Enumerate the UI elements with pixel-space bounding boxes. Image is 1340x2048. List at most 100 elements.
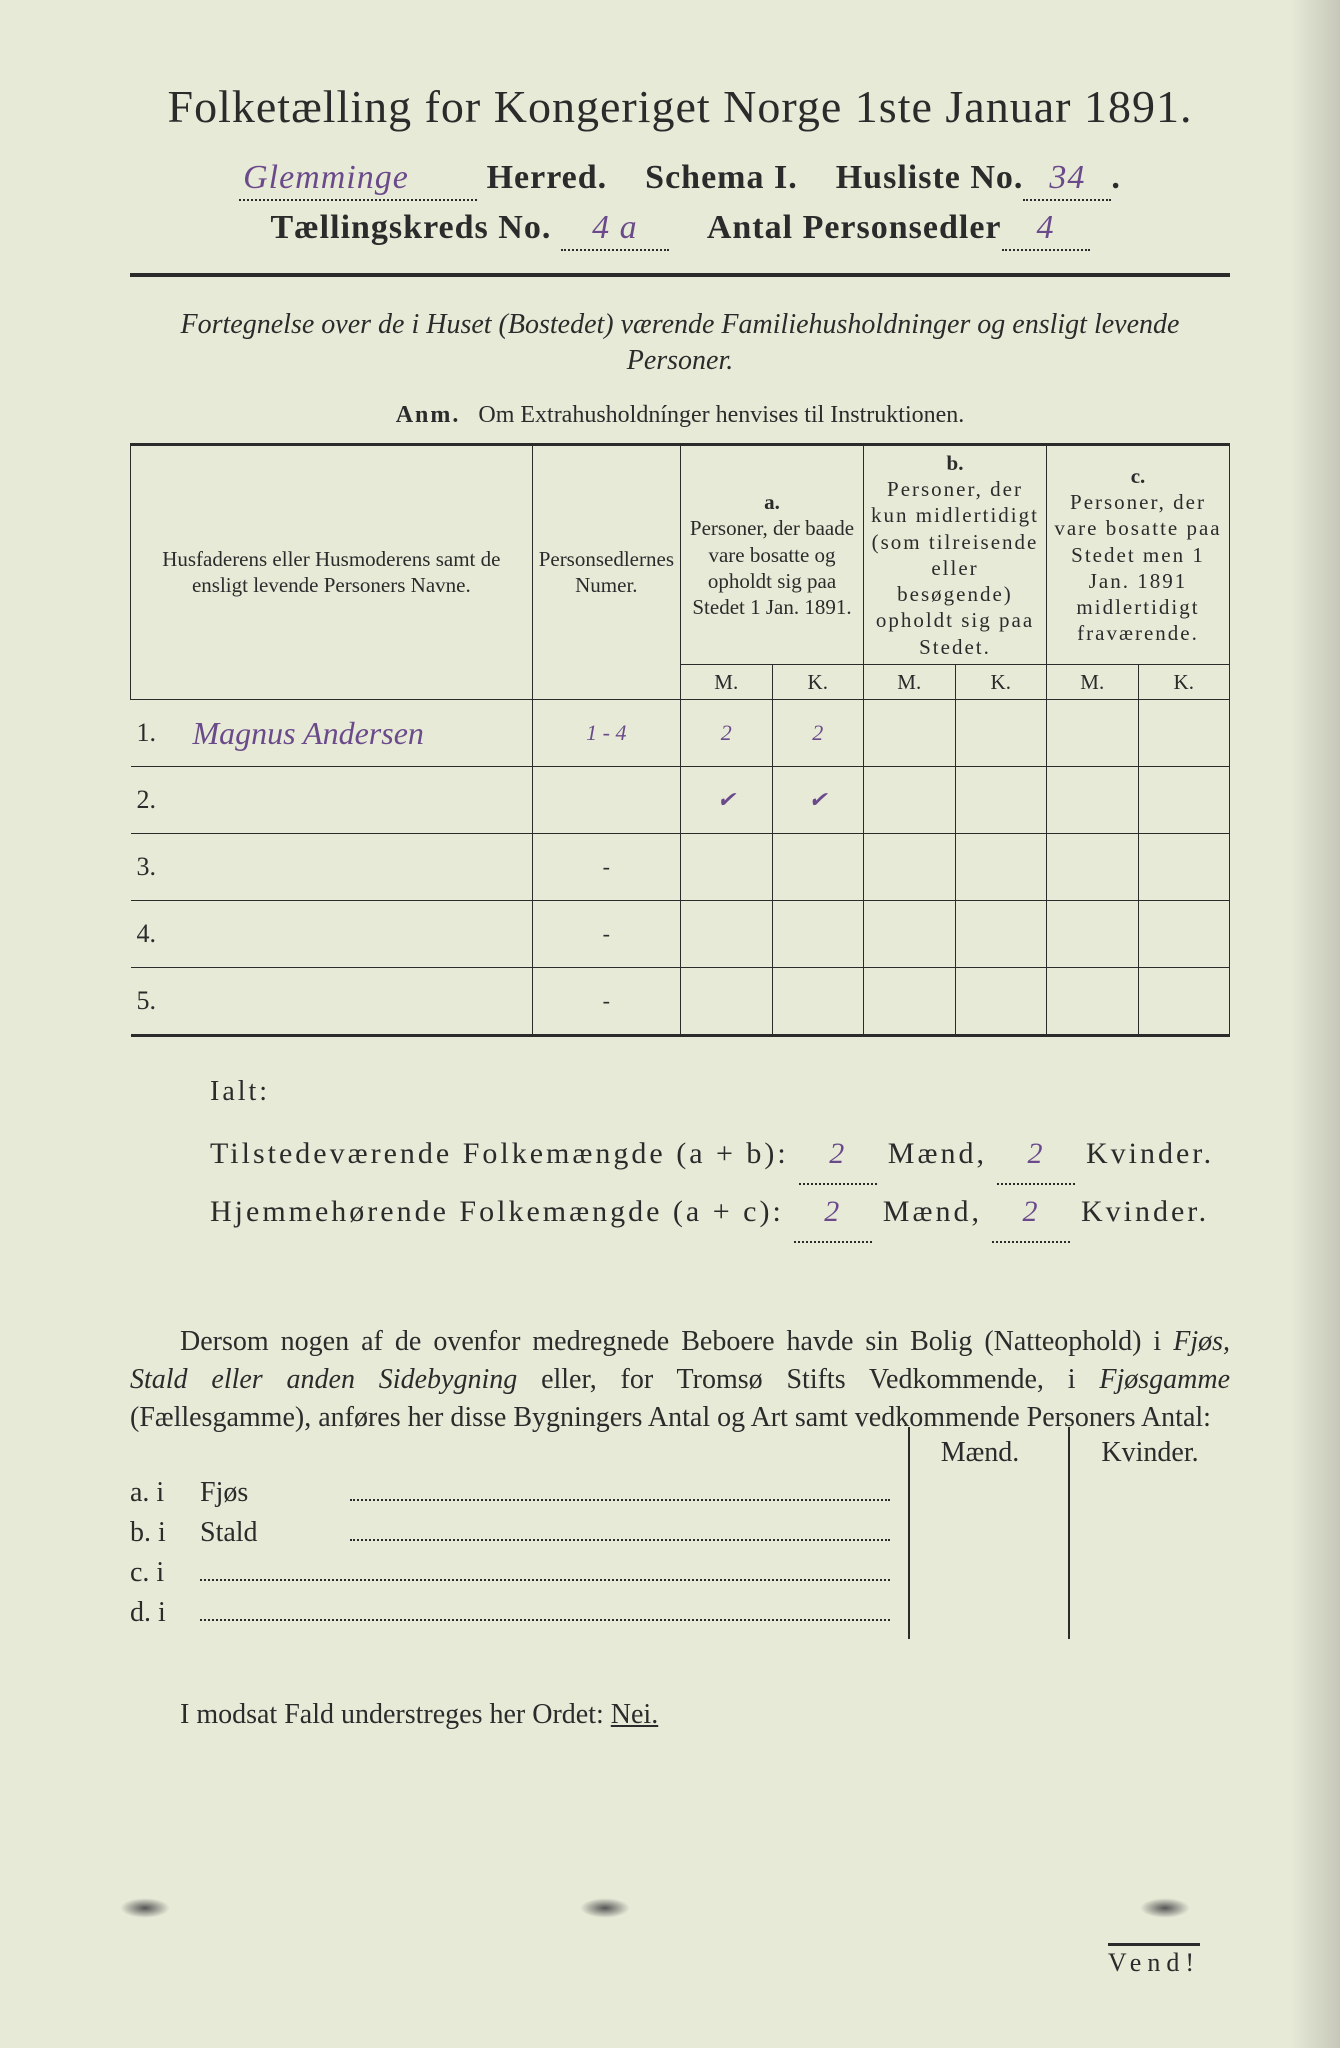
paper-tear [580, 1898, 630, 1918]
vend-label: Vend! [1108, 1943, 1200, 1978]
building-paragraph: Dersom nogen af de ovenfor medregnede Be… [130, 1323, 1230, 1436]
herred-label: Herred. [487, 159, 608, 196]
cell-c-k [1138, 700, 1230, 767]
cell-c-m [1047, 700, 1139, 767]
cell-c-m [1047, 767, 1139, 834]
cell-c-k [1138, 901, 1230, 968]
total-line-2: Hjemmehørende Folkemængde (a + c): 2 Mæn… [210, 1185, 1230, 1243]
row-name [183, 901, 533, 968]
table-row: 2. ✔ ✔ [131, 767, 1230, 834]
buildings-block: Mænd. Kvinder. a. i Fjøs b. i Stald c. i… [130, 1477, 1230, 1629]
buildings-header-k: Kvinder. [1080, 1437, 1220, 1469]
cell-a-k: ✔ [772, 767, 864, 834]
header-line-3: Tællingskreds No. 4 a Antal Personsedler… [130, 209, 1230, 251]
row-number: 1. [131, 700, 183, 767]
cell-a-m [681, 834, 773, 901]
row-name [183, 834, 533, 901]
cell-a-k [772, 901, 864, 968]
cell-a-m [681, 968, 773, 1036]
cell-c-m [1047, 901, 1139, 968]
row-number: 3. [131, 834, 183, 901]
total1-m: 2 [799, 1127, 877, 1185]
cell-b-m [864, 700, 956, 767]
footer-line: I modsat Fald understreges her Ordet: Ne… [130, 1699, 1230, 1731]
cell-b-m [864, 968, 956, 1036]
herred-value: Glemminge [239, 159, 477, 201]
row-num: - [532, 901, 680, 968]
cell-c-k [1138, 968, 1230, 1036]
cell-a-m: 2 [681, 700, 773, 767]
cell-b-k [955, 834, 1047, 901]
census-table: Husfaderens eller Husmoderens samt de en… [130, 443, 1230, 1037]
row-name: Magnus Andersen [183, 700, 533, 767]
form-subtitle: Fortegnelse over de i Huset (Bostedet) v… [170, 307, 1190, 380]
paper-tear [1140, 1898, 1190, 1918]
ialt-label: Ialt: [210, 1067, 1230, 1117]
row-number: 5. [131, 968, 183, 1036]
schema-label: Schema I. [645, 159, 798, 196]
cell-a-m [681, 901, 773, 968]
totals-block: Ialt: Tilstedeværende Folkemængde (a + b… [130, 1067, 1230, 1243]
annotation-line: Anm. Om Extrahusholdnínger henvises til … [130, 402, 1230, 429]
cell-b-k [955, 968, 1047, 1036]
anm-text: Om Extrahusholdnínger henvises til Instr… [478, 402, 964, 428]
total2-m: 2 [794, 1185, 872, 1243]
cell-b-k [955, 901, 1047, 968]
row-num: - [532, 968, 680, 1036]
row-num: - [532, 834, 680, 901]
building-row: b. i Stald [130, 1517, 1230, 1549]
building-row: d. i [130, 1597, 1230, 1629]
antal-label: Antal Personsedler [707, 209, 1002, 246]
anm-label: Anm. [396, 402, 461, 428]
total1-k: 2 [997, 1127, 1075, 1185]
form-title: Folketælling for Kongeriget Norge 1ste J… [130, 80, 1230, 133]
table-row: 4. - [131, 901, 1230, 968]
row-num: 1 - 4 [532, 700, 680, 767]
cell-a-k [772, 834, 864, 901]
page-shadow [1290, 0, 1340, 2048]
census-table-body: 1. Magnus Andersen 1 - 4 2 2 2. ✔ ✔ [131, 700, 1230, 1036]
building-row: a. i Fjøs [130, 1477, 1230, 1509]
row-num [532, 767, 680, 834]
divider-rule [130, 273, 1230, 277]
cell-a-m: ✔ [681, 767, 773, 834]
table-row: 1. Magnus Andersen 1 - 4 2 2 [131, 700, 1230, 767]
row-number: 2. [131, 767, 183, 834]
col-c-k: K. [1138, 664, 1230, 699]
col-a-m: M. [681, 664, 773, 699]
total2-k: 2 [992, 1185, 1070, 1243]
cell-b-k [955, 767, 1047, 834]
cell-b-m [864, 901, 956, 968]
col-b-k: K. [955, 664, 1047, 699]
table-row: 5. - [131, 968, 1230, 1036]
col-name-header: Husfaderens eller Husmoderens samt de en… [131, 444, 533, 699]
cell-b-k [955, 700, 1047, 767]
kreds-label: Tællingskreds No. [270, 209, 551, 246]
title-text: Folketælling for Kongeriget Norge 1ste J… [168, 81, 1193, 132]
header-line-2: Glemminge Herred. Schema I. Husliste No.… [130, 159, 1230, 201]
husliste-value: 34 [1023, 159, 1111, 201]
total-line-1: Tilstedeværende Folkemængde (a + b): 2 M… [210, 1127, 1230, 1185]
husliste-label: Husliste No. [836, 159, 1024, 196]
kreds-value: 4 a [561, 209, 669, 251]
census-form-page: Folketælling for Kongeriget Norge 1ste J… [0, 0, 1340, 2048]
row-number: 4. [131, 901, 183, 968]
col-a-k: K. [772, 664, 864, 699]
building-row: c. i [130, 1557, 1230, 1589]
buildings-header-m: Mænd. [910, 1437, 1050, 1469]
cell-c-k [1138, 834, 1230, 901]
cell-c-m [1047, 834, 1139, 901]
col-a-header: a. Personer, der baade vare bosatte og o… [681, 444, 864, 664]
table-row: 3. - [131, 834, 1230, 901]
row-name [183, 767, 533, 834]
nei-underlined: Nei. [611, 1699, 658, 1730]
cell-a-k [772, 968, 864, 1036]
cell-b-m [864, 767, 956, 834]
col-c-m: M. [1047, 664, 1139, 699]
cell-c-m [1047, 968, 1139, 1036]
col-num-header: Personsedlernes Numer. [532, 444, 680, 699]
cell-a-k: 2 [772, 700, 864, 767]
col-b-header: b. Personer, der kun midlertidigt (som t… [864, 444, 1047, 664]
cell-b-m [864, 834, 956, 901]
antal-value: 4 [1002, 209, 1090, 251]
